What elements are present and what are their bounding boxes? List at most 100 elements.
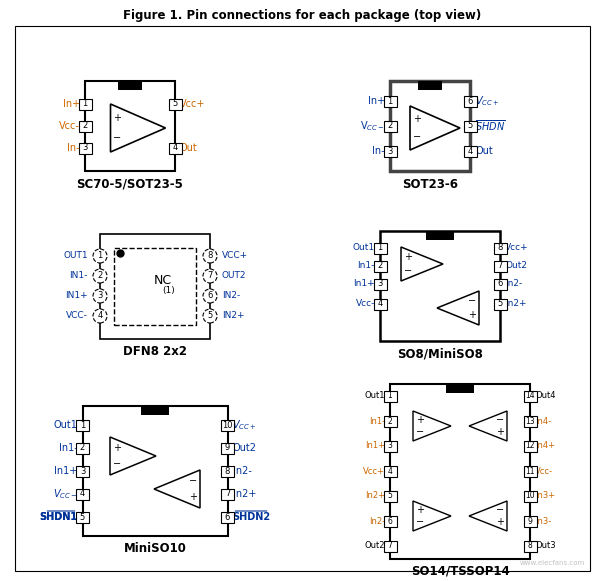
Text: −: − [416, 427, 424, 437]
Bar [384, 415, 396, 426]
Text: 6: 6 [208, 292, 213, 300]
Text: MiniSO10: MiniSO10 [123, 543, 186, 555]
Text: −: − [404, 266, 412, 276]
Bar [384, 390, 396, 401]
Text: Out: Out [475, 146, 492, 156]
Text: In2+: In2+ [232, 489, 256, 499]
Text: 8: 8 [497, 243, 503, 253]
Bar [100, 234, 210, 339]
Text: In3-: In3- [535, 517, 551, 525]
Text: $V_{CC+}$: $V_{CC+}$ [232, 418, 257, 432]
Text: In1-: In1- [358, 261, 375, 271]
Text: Out2: Out2 [364, 541, 385, 551]
Text: In1-: In1- [369, 417, 385, 425]
Text: IN2+: IN2+ [222, 311, 244, 321]
Bar [384, 145, 396, 156]
Circle shape [203, 309, 217, 323]
Text: In2+: In2+ [365, 492, 385, 500]
Text: 1: 1 [388, 392, 393, 400]
Text: 5: 5 [497, 299, 503, 309]
Bar [373, 299, 387, 310]
Polygon shape [469, 501, 507, 531]
Text: 5: 5 [80, 512, 85, 522]
Text: Out1: Out1 [364, 392, 385, 400]
Text: 6: 6 [388, 517, 393, 525]
Text: 8: 8 [528, 541, 532, 551]
Text: In2-: In2- [505, 279, 522, 289]
Text: −: − [416, 517, 424, 527]
Text: 7: 7 [208, 271, 213, 281]
Bar [221, 419, 234, 431]
Text: −: − [189, 476, 197, 486]
Circle shape [93, 269, 107, 283]
Bar [384, 515, 396, 526]
Bar [418, 81, 442, 90]
Text: In-: In- [67, 143, 80, 153]
Text: In2-: In2- [369, 517, 385, 525]
Text: $V_{CC+}$: $V_{CC+}$ [475, 94, 499, 108]
Text: 1: 1 [378, 243, 382, 253]
Text: VCC-: VCC- [66, 311, 88, 321]
Polygon shape [413, 501, 451, 531]
Polygon shape [401, 247, 443, 281]
Text: Out: Out [180, 143, 198, 153]
Text: −: − [114, 132, 122, 142]
Bar [426, 231, 454, 240]
Circle shape [203, 249, 217, 263]
Bar [463, 120, 477, 131]
Text: IN2-: IN2- [222, 292, 240, 300]
Bar [494, 242, 506, 253]
Bar [79, 142, 91, 153]
Bar [523, 490, 537, 501]
Text: Vcc-: Vcc- [59, 121, 80, 131]
Text: −: − [113, 458, 121, 469]
Circle shape [203, 269, 217, 283]
Text: In4+: In4+ [535, 442, 555, 450]
Bar [523, 390, 537, 401]
Text: 4: 4 [172, 144, 178, 152]
Text: V$_{CC-}$: V$_{CC-}$ [361, 119, 385, 133]
Text: In1+: In1+ [365, 442, 385, 450]
Text: 5: 5 [468, 121, 473, 131]
Bar [523, 440, 537, 451]
Text: In+: In+ [63, 99, 80, 109]
Bar [221, 489, 234, 500]
Bar [384, 95, 396, 106]
Text: In1+: In1+ [353, 279, 375, 289]
Text: 2: 2 [82, 121, 88, 131]
Text: 3: 3 [97, 292, 103, 300]
Text: 3: 3 [82, 144, 88, 152]
Text: 3: 3 [387, 146, 393, 156]
Text: 4: 4 [378, 299, 382, 309]
Text: $V_{CC-}$: $V_{CC-}$ [53, 487, 77, 501]
Text: 2: 2 [378, 261, 382, 271]
Bar [118, 81, 142, 90]
Text: 7: 7 [388, 541, 393, 551]
Text: 5: 5 [208, 311, 212, 321]
Text: Out1: Out1 [54, 420, 77, 430]
Text: Vcc-: Vcc- [356, 299, 375, 309]
Text: 4: 4 [97, 311, 103, 321]
Text: Out4: Out4 [535, 392, 555, 400]
Text: 2: 2 [80, 443, 85, 453]
Text: In2-: In2- [232, 466, 251, 476]
Text: +: + [496, 427, 504, 437]
Text: 6: 6 [225, 512, 230, 522]
Bar [221, 465, 234, 476]
Text: SO8/MiniSO8: SO8/MiniSO8 [397, 347, 483, 360]
Bar [384, 440, 396, 451]
Text: OUT2: OUT2 [222, 271, 246, 281]
Bar [390, 383, 530, 558]
Text: DFN8 2x2: DFN8 2x2 [123, 345, 187, 358]
Polygon shape [413, 411, 451, 441]
Bar [463, 145, 477, 156]
Text: Out3: Out3 [535, 541, 555, 551]
Text: −: − [468, 296, 476, 306]
Text: 2: 2 [388, 417, 393, 425]
Bar [380, 231, 500, 341]
Text: −: − [496, 415, 504, 425]
Text: 1: 1 [80, 421, 85, 429]
Text: 7: 7 [497, 261, 503, 271]
Polygon shape [154, 470, 200, 508]
Text: +: + [413, 114, 421, 124]
